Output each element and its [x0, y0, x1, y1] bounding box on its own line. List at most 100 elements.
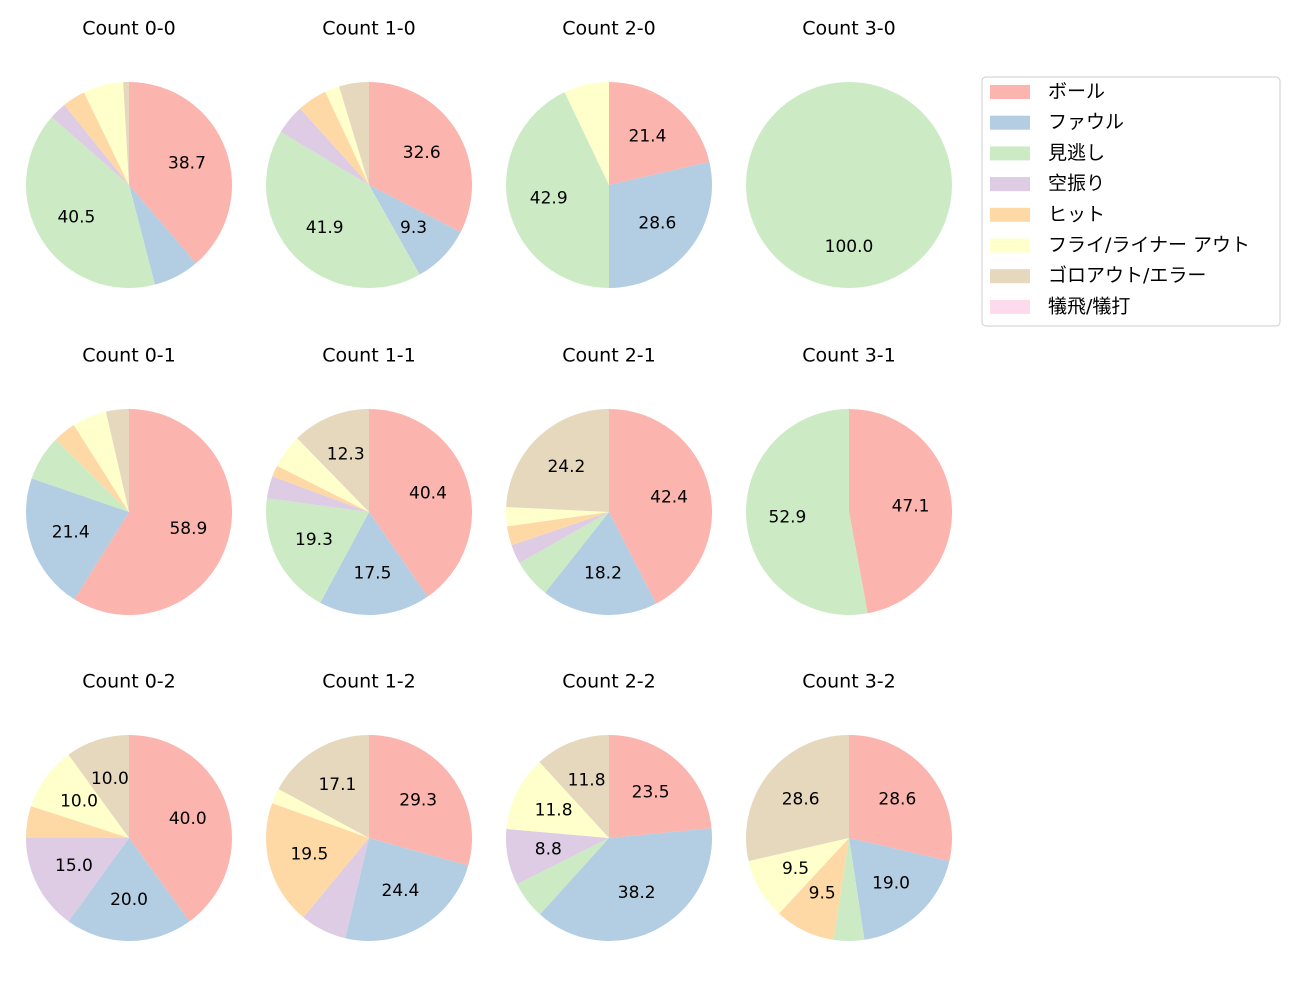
value-label: 58.9: [169, 519, 207, 539]
pie-slice: [64, 92, 129, 185]
pie-slice: [297, 409, 369, 512]
pie-slice: [516, 838, 609, 915]
value-label: 28.6: [878, 790, 916, 810]
chart-title: Count 1-0: [322, 18, 416, 40]
value-label: 9.5: [809, 884, 836, 904]
legend-label: フライ/ライナー アウト: [1048, 234, 1250, 256]
pie-slice: [506, 409, 609, 512]
value-label: 100.0: [825, 237, 874, 257]
value-label: 10.0: [91, 769, 129, 789]
pie-slice: [519, 512, 609, 593]
pie-slice: [300, 91, 369, 185]
pie-slice: [26, 806, 129, 838]
pie-slice: [746, 409, 868, 615]
pie-slice: [266, 131, 420, 288]
pie-slice: [31, 439, 130, 512]
value-label: 23.5: [632, 782, 670, 802]
value-label: 9.5: [782, 859, 809, 879]
value-label: 11.8: [535, 801, 573, 821]
value-label: 47.1: [892, 496, 930, 516]
chart-title: Count 0-1: [82, 345, 176, 367]
pie-slice: [303, 838, 369, 939]
pie-slice: [83, 82, 129, 185]
value-label: 19.5: [290, 844, 328, 864]
value-label: 24.4: [382, 881, 420, 901]
chart-title: Count 2-1: [562, 345, 656, 367]
chart-title: Count 2-0: [562, 18, 656, 40]
value-label: 19.3: [295, 530, 333, 550]
chart-title: Count 3-1: [802, 345, 896, 367]
pie-slice: [609, 82, 710, 185]
pie-slice: [609, 161, 712, 288]
value-label: 21.4: [629, 127, 667, 147]
pie-slice: [748, 838, 849, 914]
pie-slice: [849, 409, 952, 614]
pie-slice: [369, 82, 472, 232]
pie-slice: [745, 735, 849, 862]
pie-slice: [849, 735, 952, 862]
chart-title: Count 1-2: [322, 671, 416, 693]
pie-slice: [266, 476, 369, 512]
pie-slice: [123, 82, 129, 185]
pie-slice: [278, 735, 369, 838]
pie-slice: [25, 838, 129, 922]
pie-slice: [51, 104, 129, 185]
legend-label: ファウル: [1048, 111, 1124, 133]
pie-slice: [545, 512, 657, 615]
value-label: 42.4: [650, 487, 688, 507]
pie-slice: [511, 512, 609, 563]
legend-label: ヒット: [1048, 203, 1105, 225]
pie-slice: [539, 828, 712, 942]
pie-slice: [369, 735, 472, 866]
value-label: 9.3: [400, 218, 427, 238]
pie-slice: [506, 828, 609, 885]
pie-slice: [849, 838, 950, 940]
pie-slice: [325, 86, 369, 185]
value-label: 19.0: [872, 873, 910, 893]
pie-slice: [539, 735, 609, 838]
legend-box: [981, 76, 1281, 327]
pie-slice: [320, 512, 428, 615]
value-label: 17.5: [354, 564, 392, 584]
pie-slice: [369, 185, 461, 275]
value-label: 21.4: [52, 523, 90, 543]
legend-label: 空振り: [1048, 173, 1105, 195]
value-label: 40.4: [409, 484, 447, 504]
pie-slice: [833, 838, 865, 941]
value-label: 8.8: [535, 840, 562, 860]
value-label: 28.6: [782, 790, 820, 810]
legend-swatch: [990, 85, 1030, 99]
pie-slice: [507, 512, 609, 546]
legend-label: 見逃し: [1048, 142, 1105, 164]
pie-slice: [55, 425, 130, 512]
pie-slice: [609, 409, 712, 604]
pie-slice: [129, 185, 196, 285]
pie-slice: [609, 735, 712, 838]
pie-slice: [272, 788, 369, 838]
legend-swatch: [990, 299, 1030, 314]
pie-slice: [564, 82, 609, 185]
value-label: 42.9: [530, 189, 568, 209]
pie-slice: [129, 735, 233, 922]
value-label: 18.2: [584, 564, 622, 584]
legend-label: ボール: [1048, 81, 1105, 103]
pie-slice: [505, 92, 609, 288]
pie-slice: [280, 108, 369, 185]
pie-slice: [369, 409, 473, 597]
pie-slice: [745, 82, 952, 288]
pie-slice: [68, 735, 129, 838]
legend-label: 犠飛/犠打: [1048, 295, 1130, 317]
pie-slice: [266, 498, 369, 603]
value-label: 40.5: [57, 207, 95, 227]
pie-slice: [506, 762, 609, 838]
pie-slice: [778, 838, 849, 940]
chart-title: Count 2-2: [562, 671, 656, 693]
pie-slice: [25, 478, 130, 600]
legend-swatch: [990, 177, 1030, 192]
legend-swatch: [990, 269, 1030, 284]
pie-slice: [31, 754, 129, 838]
value-label: 32.6: [403, 143, 441, 163]
legend-swatch: [990, 115, 1030, 130]
